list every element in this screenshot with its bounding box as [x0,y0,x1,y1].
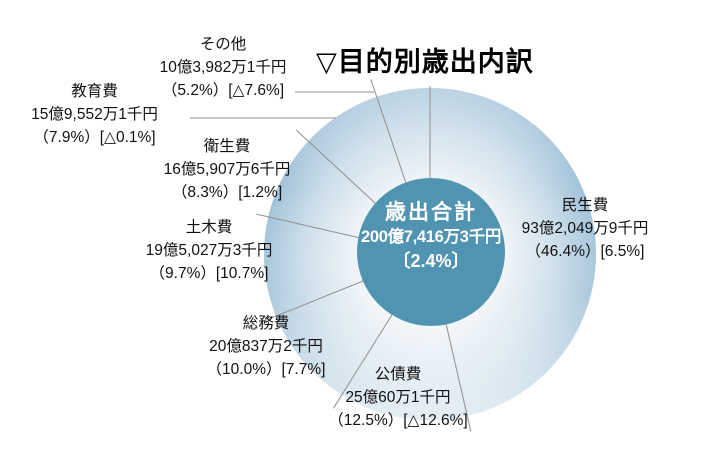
slice-pct: （46.4%）[6.5%] [525,243,645,260]
slice-amount: 19億5,027万3千円 [145,242,273,259]
slice-amount: 15億9,552万1千円 [31,106,158,123]
slice-name: 衛生費 [203,138,251,155]
slice-amount: 20億837万2千円 [209,338,323,355]
slice-name: その他 [199,36,247,53]
slice-label-sonota: その他 10億3,982万1千円 （5.2%）[△7.6%] [128,33,318,102]
chart-title: ▽目的別歳出内訳 [316,47,534,77]
slice-pct: （12.5%）[△12.6%] [328,412,468,429]
slice-pct: （5.2%）[△7.6%] [161,82,285,99]
total-label: 歳出合計 [385,201,477,224]
slice-label-eiseihi: 衛生費 16億5,907万6千円 （8.3%）[1.2%] [152,135,302,204]
slice-pct: （10.0%）[7.7%] [206,361,326,378]
total-change: 〔2.4%〕 [392,251,470,271]
label-leader-lines [190,91,374,119]
slice-amount: 16億5,907万6千円 [163,161,291,178]
slice-label-kyoikuhi: 教育費 15億9,552万1千円 （7.9%）[△0.1%] [12,80,177,149]
slice-label-somuhi: 総務費 20億837万2千円 （10.0%）[7.7%] [190,312,342,381]
slice-name: 民生費 [561,197,609,214]
slice-label-minseihi: 民生費 93億2,049万9千円 （46.4%）[6.5%] [495,194,675,263]
center-total-label: 歳出合計 200億7,416万3千円 〔2.4%〕 [343,200,519,273]
pie-center-circle [357,178,505,326]
slice-name: 土木費 [185,219,233,236]
total-amount: 200億7,416万3千円 [360,228,502,246]
slice-label-kosaihi: 公債費 25億60万1千円 （12.5%）[△12.6%] [320,363,476,432]
slice-pct: （9.7%）[10.7%] [149,265,269,282]
slice-name: 公債費 [374,366,422,383]
slice-amount: 93億2,049万9千円 [521,220,649,237]
slice-name: 総務費 [242,315,290,332]
slice-label-dobokuhi: 土木費 19億5,027万3千円 （9.7%）[10.7%] [133,216,285,285]
slice-pct: （7.9%）[△0.1%] [33,129,156,146]
slice-amount: 10億3,982万1千円 [159,59,287,76]
slice-pct: （8.3%）[1.2%] [171,184,283,201]
slice-name: 教育費 [71,83,118,100]
slice-amount: 25億60万1千円 [345,389,451,406]
